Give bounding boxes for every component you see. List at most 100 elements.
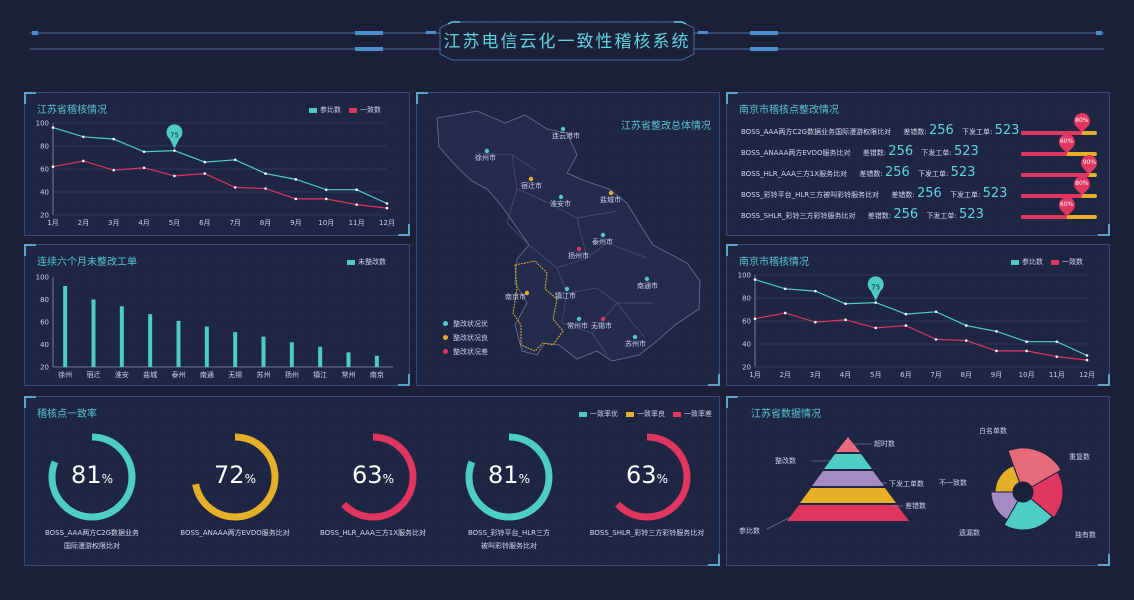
donut-unit: %	[519, 472, 530, 486]
error-label: 差错数:	[859, 170, 883, 178]
rate-donut: 72%	[191, 433, 279, 521]
series-line	[754, 312, 1088, 361]
x-tick-label: 泰州	[172, 370, 186, 379]
error-count: 256	[928, 123, 954, 138]
data-point	[112, 137, 116, 141]
panel-title: 南京市稽核情况	[739, 257, 809, 268]
rectify-row: BOSS_ANAAA两方EVDO服务比对 差错数: 256 下发工单: 523	[741, 144, 979, 159]
city-label: 南京市	[505, 292, 526, 301]
bar	[91, 299, 96, 367]
data-point	[173, 174, 176, 178]
x-tick-label: 9月	[290, 219, 301, 227]
donut-arc	[48, 433, 136, 521]
unrectified-bar-chart: 20 40 60 80 100 徐州 宿迁 淮安 盐城 泰州 南通 无锡 苏州 扬州 镇江 常州 南京	[36, 274, 393, 379]
rectify-row: BOSS_彩铃平台_HLR三方被叫彩铃服务比对 差错数: 256 下发工单: 5…	[741, 186, 1007, 201]
value-badge-icon	[867, 276, 884, 301]
donut-caption: BOSS_HLR_AAA三方1X服务比对	[301, 527, 445, 540]
data-point	[995, 330, 998, 333]
data-point	[233, 186, 237, 189]
ticket-label: 下发工单:	[962, 128, 993, 136]
progress-percent: 80%	[1075, 180, 1089, 187]
pie-labels: 白名单数 重复数 不一致数 独有数 遗漏数	[939, 426, 1096, 539]
legend-item: 一致率优	[579, 409, 618, 419]
panel-nanjing-audit: 南京市稽核情况 参比数 一致数 20 40 60 80 100 1月 2月 3月 4月 5月 6月 7…	[726, 244, 1110, 386]
x-tick-label: 2月	[78, 219, 89, 227]
pie-hole	[1014, 483, 1032, 501]
error-label: 差错数:	[862, 149, 887, 157]
x-tick-label: 7月	[930, 371, 941, 379]
data-point	[355, 203, 358, 206]
nanjing-highlight	[512, 260, 564, 352]
bar	[289, 342, 294, 367]
data-point	[173, 149, 176, 152]
ticket-count: 523	[953, 144, 979, 159]
data-point	[385, 206, 389, 210]
city-marker	[484, 148, 490, 154]
data-point	[783, 287, 787, 291]
donut-value: 63%	[352, 461, 394, 489]
caption-line: 被叫彩铃服务比对	[481, 542, 537, 550]
pyramid-label: 差错数	[905, 501, 926, 510]
data-point	[1055, 340, 1059, 343]
map-legend: 整改状况优 整改状况良 整改状况差	[443, 317, 488, 359]
bar	[148, 314, 153, 367]
x-tick-label: 徐州	[58, 370, 72, 379]
data-point	[142, 150, 146, 154]
panel-nanjing-rectify: 南京市稽核点整改情况 BOSS_AAA两方C2G数据业务国际漫游权限比对 差错数…	[726, 92, 1110, 236]
y-tick-label: 60	[40, 166, 49, 174]
donut-caption: BOSS_彩铃平台_HLR三方 被叫彩铃服务比对	[437, 527, 581, 553]
data-point	[964, 324, 968, 327]
map-title: 江苏省整改总体情况	[621, 121, 711, 132]
legend-item: 整改状况差	[443, 345, 488, 359]
data-point	[324, 188, 328, 191]
rate-legend: 一致率优 一致率良 一致率差	[579, 409, 712, 419]
city-label: 南通市	[637, 281, 658, 290]
panel-title: 江苏省数据情况	[751, 409, 821, 420]
city-label: 扬州市	[568, 251, 589, 260]
chart-legend: 参比数 一致数	[309, 105, 381, 115]
x-tick-label: 淮安	[115, 370, 129, 379]
check-name: BOSS_彩铃平台_HLR三方被叫彩铃服务比对	[741, 191, 880, 199]
data-point	[1085, 358, 1089, 362]
bar	[346, 352, 351, 367]
city-marker	[632, 334, 638, 340]
x-tick-label: 6月	[900, 371, 911, 379]
x-tick-label: 4月	[840, 371, 851, 379]
data-point	[1085, 354, 1089, 357]
y-tick-label: 100	[738, 272, 751, 280]
donut-arc	[191, 433, 279, 521]
data-point	[142, 166, 146, 170]
donut-arc	[603, 433, 691, 521]
donut-unit: %	[102, 472, 113, 486]
pie-label: 白名单数	[979, 426, 1007, 435]
data-point	[82, 159, 85, 163]
pie-label: 不一致数	[939, 478, 967, 487]
x-tick-label: 常州	[342, 370, 356, 379]
x-tick-label: 1月	[47, 219, 58, 227]
y-tick-label: 40	[742, 341, 751, 349]
data-point	[324, 197, 328, 201]
x-tick-label: 12月	[379, 219, 395, 227]
caption-line: BOSS_SHLR_彩铃三方彩铃服务比对	[589, 529, 705, 537]
check-name: BOSS_ANAAA两方EVDO服务比对	[741, 149, 851, 157]
legend-item: 未整改数	[347, 257, 386, 267]
donut-number: 81	[71, 461, 102, 489]
panel-province-audit: 江苏省稽核情况 参比数 一致数 20 40 60 80 100 1月 2月 3月 4月 5月 6月 7…	[24, 92, 410, 236]
pie-slice	[1029, 471, 1064, 519]
data-point	[874, 326, 878, 330]
error-label: 差错数:	[891, 191, 915, 199]
x-tick-label: 7月	[229, 219, 240, 227]
legend-item: 一致率差	[673, 409, 712, 419]
legend-item: 参比数	[1011, 257, 1043, 267]
x-tick-label: 南通	[200, 370, 214, 379]
panel-unrectified: 连续六个月未整改工单 未整改数 20 40 60 80 100 徐州 宿迁 淮安 盐城 泰州 南通 无…	[24, 244, 410, 386]
header-decoration	[30, 21, 1104, 61]
ticket-label: 下发工单:	[921, 149, 952, 157]
bar	[318, 346, 323, 367]
data-point	[753, 278, 757, 281]
data-point	[904, 324, 908, 327]
y-tick-label: 80	[40, 143, 49, 151]
header: 江苏电信云化一致性稽核系统	[0, 0, 1134, 80]
rate-donut: 81%	[48, 433, 136, 521]
